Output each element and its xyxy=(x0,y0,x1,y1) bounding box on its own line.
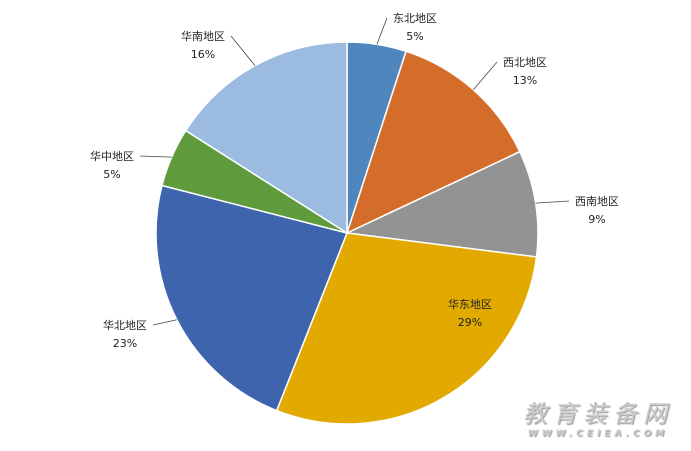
slice-label-3: 华东地区 xyxy=(448,297,492,311)
pie-slice-3 xyxy=(275,232,538,425)
slice-value-label-6: 16% xyxy=(191,48,215,61)
leader-line-0 xyxy=(376,17,388,45)
pie-slice-6 xyxy=(184,41,348,235)
slice-value-label-4: 23% xyxy=(113,337,137,350)
slice-label-2: 西南地区 xyxy=(575,195,619,208)
slice-value-label-0: 5% xyxy=(406,30,423,43)
slice-label-1: 西北地区 xyxy=(503,56,547,69)
watermark-title: 教育装备网 xyxy=(523,400,673,428)
leader-line-5 xyxy=(139,155,172,158)
pie-slice-4 xyxy=(155,184,349,412)
slice-label-5: 华中地区 xyxy=(90,149,134,163)
slice-value-label-3: 29% xyxy=(458,316,482,329)
watermark-url: WWW.CEIEA.COM xyxy=(527,429,669,439)
leader-line-1 xyxy=(473,61,498,90)
watermark-logo: 教育装备网 WWW.CEIEA.COM xyxy=(523,394,673,439)
slice-value-label-1: 13% xyxy=(513,74,537,87)
slice-value-label-5: 5% xyxy=(103,168,120,181)
slice-label-0: 东北地区 xyxy=(393,12,437,25)
slice-value-label-2: 9% xyxy=(588,213,605,226)
slice-label-4: 华北地区 xyxy=(103,318,147,332)
leader-line-6 xyxy=(230,35,256,66)
leader-line-2 xyxy=(535,200,570,204)
slice-label-6: 华南地区 xyxy=(181,29,225,43)
leader-line-4 xyxy=(152,319,177,326)
